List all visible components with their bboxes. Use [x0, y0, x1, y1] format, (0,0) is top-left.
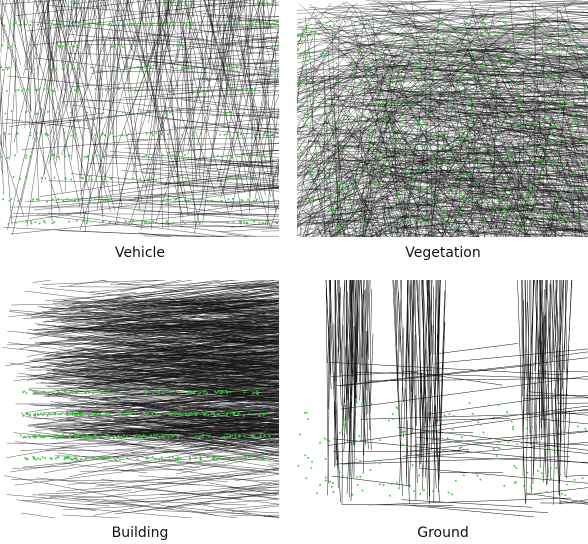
building-render: [0, 280, 279, 518]
ray-lines: [297, 0, 588, 237]
caption: Building: [111, 525, 169, 541]
caption: Vehicle: [114, 245, 166, 261]
green-points: [0, 0, 279, 225]
ray-lines: [2, 280, 279, 518]
vehicle-render: [0, 0, 279, 237]
vegetation-render: [297, 0, 588, 237]
caption: Vegetation: [405, 245, 481, 261]
ground-render: [297, 280, 588, 518]
ray-lines: [0, 0, 279, 237]
ray-lines: [325, 280, 588, 518]
caption: Ground: [417, 525, 469, 541]
